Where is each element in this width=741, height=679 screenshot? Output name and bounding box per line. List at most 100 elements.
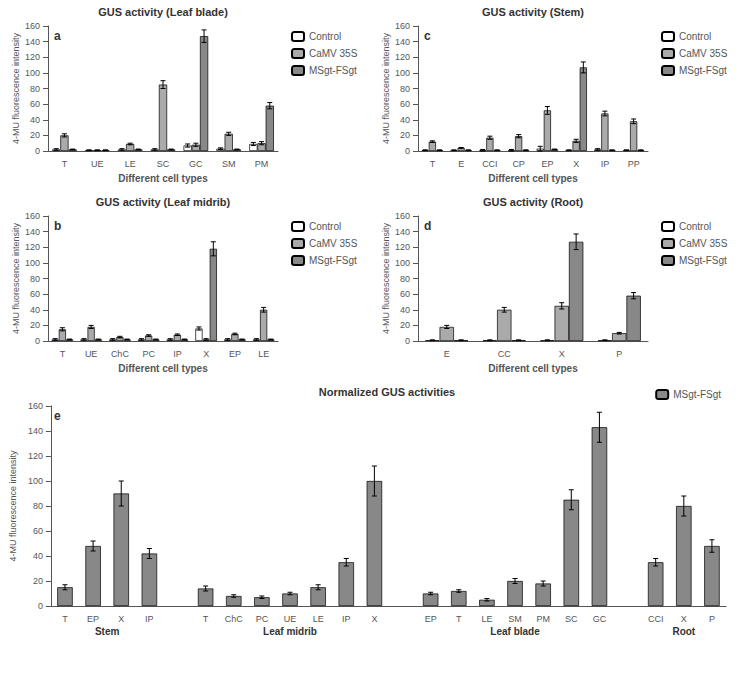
svg-text:100: 100 — [25, 258, 40, 268]
svg-text:PP: PP — [628, 159, 640, 169]
svg-text:LE: LE — [125, 159, 136, 169]
svg-text:X: X — [118, 614, 124, 624]
svg-text:40: 40 — [400, 115, 410, 125]
svg-text:LE: LE — [258, 349, 269, 359]
svg-text:4-MU fluorescence intensity: 4-MU fluorescence intensity — [381, 32, 391, 144]
svg-text:140: 140 — [25, 37, 40, 47]
svg-text:CCI: CCI — [482, 159, 498, 169]
svg-text:4-MU fluorescence intensity: 4-MU fluorescence intensity — [11, 32, 21, 144]
svg-text:60: 60 — [33, 526, 43, 536]
svg-text:60: 60 — [400, 289, 410, 299]
svg-text:EP: EP — [229, 349, 241, 359]
svg-text:Different cell types: Different cell types — [118, 173, 208, 184]
svg-text:Different cell types: Different cell types — [118, 363, 208, 374]
svg-text:CC: CC — [498, 349, 511, 359]
svg-text:120: 120 — [395, 242, 410, 252]
svg-text:160: 160 — [25, 21, 40, 31]
svg-text:20: 20 — [400, 130, 410, 140]
svg-text:P: P — [709, 614, 715, 624]
svg-text:GC: GC — [593, 614, 607, 624]
svg-text:160: 160 — [395, 211, 410, 221]
svg-text:LE: LE — [481, 614, 492, 624]
svg-text:CaMV 35S: CaMV 35S — [679, 238, 728, 249]
svg-text:80: 80 — [400, 274, 410, 284]
svg-text:MSgt-FSgt: MSgt-FSgt — [679, 255, 727, 266]
svg-text:20: 20 — [30, 320, 40, 330]
svg-text:T: T — [203, 614, 209, 624]
svg-text:4-MU fluorescence intensity: 4-MU fluorescence intensity — [8, 450, 18, 562]
svg-text:120: 120 — [25, 242, 40, 252]
svg-text:PM: PM — [255, 159, 269, 169]
svg-text:4-MU fluorescence intensity: 4-MU fluorescence intensity — [11, 222, 21, 334]
svg-text:X: X — [559, 349, 565, 359]
svg-text:Leaf midrib: Leaf midrib — [263, 626, 317, 637]
svg-text:60: 60 — [30, 289, 40, 299]
svg-text:CP: CP — [512, 159, 525, 169]
svg-text:60: 60 — [30, 99, 40, 109]
svg-text:20: 20 — [400, 320, 410, 330]
svg-text:GUS activity (Leaf midrib): GUS activity (Leaf midrib) — [96, 196, 231, 208]
svg-text:MSgt-FSgt: MSgt-FSgt — [309, 65, 357, 76]
svg-text:0: 0 — [35, 146, 40, 156]
svg-text:T: T — [62, 614, 68, 624]
svg-text:Leaf blade: Leaf blade — [490, 626, 540, 637]
svg-text:140: 140 — [28, 426, 43, 436]
svg-text:IP: IP — [145, 614, 154, 624]
svg-text:d: d — [424, 219, 431, 233]
svg-text:T: T — [60, 349, 66, 359]
svg-text:Control: Control — [309, 31, 341, 42]
svg-text:P: P — [616, 349, 622, 359]
svg-text:LE: LE — [313, 614, 324, 624]
svg-text:e: e — [54, 409, 61, 423]
svg-text:Normalized GUS activities: Normalized GUS activities — [319, 386, 455, 398]
svg-text:X: X — [203, 349, 209, 359]
svg-text:100: 100 — [395, 68, 410, 78]
svg-text:Control: Control — [679, 221, 711, 232]
svg-text:40: 40 — [33, 551, 43, 561]
svg-text:PC: PC — [256, 614, 269, 624]
svg-text:MSgt-FSgt: MSgt-FSgt — [309, 255, 357, 266]
svg-text:E: E — [444, 349, 450, 359]
svg-text:140: 140 — [25, 227, 40, 237]
svg-text:X: X — [573, 159, 579, 169]
svg-text:T: T — [456, 614, 462, 624]
svg-text:T: T — [62, 159, 68, 169]
svg-text:20: 20 — [33, 576, 43, 586]
svg-text:GUS activity (Stem): GUS activity (Stem) — [482, 6, 584, 18]
svg-text:Control: Control — [679, 31, 711, 42]
svg-text:CaMV 35S: CaMV 35S — [679, 48, 728, 59]
svg-text:40: 40 — [30, 305, 40, 315]
svg-text:IP: IP — [601, 159, 610, 169]
svg-text:20: 20 — [30, 130, 40, 140]
svg-text:GUS activity (Root): GUS activity (Root) — [483, 196, 584, 208]
svg-text:100: 100 — [25, 68, 40, 78]
svg-text:SM: SM — [508, 614, 522, 624]
svg-text:T: T — [430, 159, 436, 169]
svg-text:b: b — [54, 219, 61, 233]
svg-text:UE: UE — [91, 159, 104, 169]
svg-text:ChC: ChC — [225, 614, 244, 624]
svg-text:40: 40 — [400, 305, 410, 315]
svg-text:SC: SC — [565, 614, 578, 624]
svg-text:80: 80 — [30, 274, 40, 284]
svg-text:EP: EP — [87, 614, 99, 624]
svg-text:4-MU fluorescence intensity: 4-MU fluorescence intensity — [381, 222, 391, 334]
svg-text:160: 160 — [395, 21, 410, 31]
svg-text:CCI: CCI — [648, 614, 664, 624]
svg-text:100: 100 — [28, 476, 43, 486]
svg-text:EP: EP — [541, 159, 553, 169]
svg-text:UE: UE — [85, 349, 98, 359]
svg-text:80: 80 — [400, 84, 410, 94]
svg-text:0: 0 — [405, 146, 410, 156]
svg-text:GC: GC — [189, 159, 203, 169]
svg-text:UE: UE — [284, 614, 297, 624]
svg-text:IP: IP — [173, 349, 182, 359]
svg-text:IP: IP — [342, 614, 351, 624]
svg-text:100: 100 — [395, 258, 410, 268]
svg-text:X: X — [371, 614, 377, 624]
svg-text:Root: Root — [672, 626, 695, 637]
svg-text:40: 40 — [30, 115, 40, 125]
svg-text:120: 120 — [395, 52, 410, 62]
svg-text:0: 0 — [38, 601, 43, 611]
svg-text:160: 160 — [28, 401, 43, 411]
